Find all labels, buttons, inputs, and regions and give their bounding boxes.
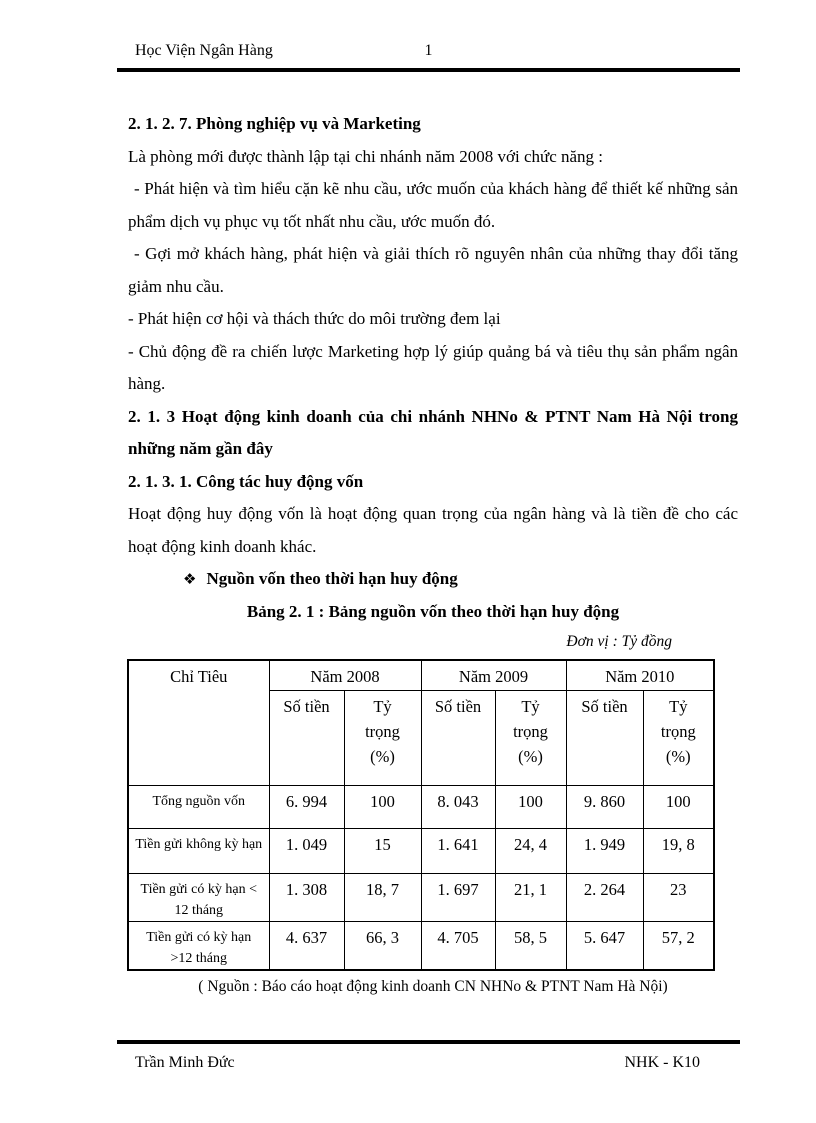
cell-value: 21, 1	[494, 872, 567, 922]
footer-class-code: NHK - K10	[624, 1054, 700, 1071]
column-header-criteria: Chỉ Tiêu	[127, 659, 270, 786]
subheader-amount-2010: Số tiền	[565, 689, 644, 786]
unit-note: Đơn vị : Tỷ đồng	[566, 633, 672, 650]
row-label: Tiền gửi có kỳ hạn < 12 tháng	[127, 872, 270, 922]
cell-value: 1. 308	[268, 872, 345, 922]
subheader-ratio-2009: Tỷ trọng (%)	[494, 689, 567, 786]
subheader-amount-2008: Số tiền	[268, 689, 345, 786]
funding-sources-table: Chỉ Tiêu Năm 2008 Năm 2009 Năm 2010 Số t…	[127, 659, 716, 971]
subheader-amount-2009: Số tiền	[420, 689, 496, 786]
row-label: Tiền gửi không kỳ hạn	[127, 827, 270, 874]
cell-value: 9. 860	[565, 784, 644, 829]
bullet-text: Nguồn vốn theo thời hạn huy động	[206, 569, 458, 588]
column-header-year-2010: Năm 2010	[565, 659, 715, 691]
paragraph-dash-3: - Phát hiện cơ hội và thách thức do môi …	[128, 309, 501, 328]
cell-value: 23	[642, 872, 715, 922]
paragraph-dash-2: - Gợi mở khách hàng, phát hiện và giải t…	[128, 244, 738, 296]
table-row: Tiền gửi không kỳ hạn 1. 049 15 1. 641 2…	[127, 827, 715, 874]
table-caption: Bảng 2. 1 : Bảng nguồn vốn theo thời hạn…	[246, 602, 620, 621]
header-title: Học Viện Ngân Hàng	[135, 42, 273, 59]
table-row: Tiền gửi có kỳ hạn >12 tháng 4. 637 66, …	[127, 920, 715, 970]
column-header-year-2009: Năm 2009	[420, 659, 567, 691]
cell-value: 57, 2	[642, 920, 715, 970]
cell-value: 100	[642, 784, 715, 829]
section-heading-2131: 2. 1. 3. 1. Công tác huy động vốn	[128, 471, 364, 491]
section-heading-213: 2. 1. 3 Hoạt động kinh doanh của chi nhá…	[128, 406, 738, 459]
bullet-item: ❖ Nguồn vốn theo thời hạn huy động	[128, 563, 738, 596]
section-heading-2127: 2. 1. 2. 7. Phòng nghiệp vụ và Marketing	[128, 114, 421, 133]
source-note: ( Nguồn : Báo cáo hoạt động kinh doanh C…	[198, 977, 668, 995]
cell-value: 58, 5	[494, 920, 567, 970]
subheader-ratio-2008: Tỷ trọng (%)	[343, 689, 422, 786]
cell-value: 1. 697	[420, 872, 496, 922]
cell-value: 66, 3	[343, 920, 422, 970]
table-row: Tiền gửi có kỳ hạn < 12 tháng 1. 308 18,…	[127, 872, 715, 922]
paragraph-dash-4: - Chủ động đề ra chiến lược Marketing hợ…	[128, 341, 738, 394]
cell-value: 5. 647	[565, 920, 644, 970]
column-header-year-2008: Năm 2008	[268, 659, 422, 691]
paragraph-huy-dong-von: Hoạt động huy động vốn là hoạt động quan…	[128, 504, 738, 556]
paragraph-dash-1: - Phát hiện và tìm hiểu cặn kẽ nhu cầu, …	[128, 179, 738, 231]
page-number: 1	[424, 42, 433, 59]
cell-value: 100	[494, 784, 567, 829]
row-label: Tiền gửi có kỳ hạn >12 tháng	[127, 920, 270, 970]
paragraph-intro: Là phòng mới được thành lập tại chi nhán…	[128, 146, 604, 166]
cell-value: 19, 8	[642, 827, 715, 874]
cell-value: 1. 049	[268, 827, 345, 874]
subheader-ratio-2010: Tỷ trọng (%)	[642, 689, 715, 786]
cell-value: 15	[343, 827, 422, 874]
cell-value: 4. 705	[420, 920, 496, 970]
paragraph-block: 2. 1. 2. 7. Phòng nghiệp vụ và Marketing…	[128, 108, 738, 563]
footer-rule	[117, 1040, 740, 1044]
page-header: Học Viện Ngân Hàng 1	[117, 40, 740, 72]
footer-author: Trần Minh Đức	[135, 1054, 235, 1071]
cell-value: 1. 641	[420, 827, 496, 874]
page-footer: Trần Minh Đức NHK - K10	[117, 1040, 740, 1072]
cell-value: 1. 949	[565, 827, 644, 874]
cell-value: 100	[343, 784, 422, 829]
cell-value: 6. 994	[268, 784, 345, 829]
cell-value: 24, 4	[494, 827, 567, 874]
header-rule	[117, 68, 740, 72]
cell-value: 18, 7	[343, 872, 422, 922]
cell-value: 8. 043	[420, 784, 496, 829]
cell-value: 4. 637	[268, 920, 345, 970]
table-row: Tổng nguồn vốn 6. 994 100 8. 043 100 9. …	[127, 784, 715, 829]
document-body: 2. 1. 2. 7. Phòng nghiệp vụ và Marketing…	[127, 108, 738, 999]
cell-value: 2. 264	[565, 872, 644, 922]
diamond-bullet-icon: ❖	[183, 570, 197, 588]
row-label: Tổng nguồn vốn	[127, 784, 270, 829]
